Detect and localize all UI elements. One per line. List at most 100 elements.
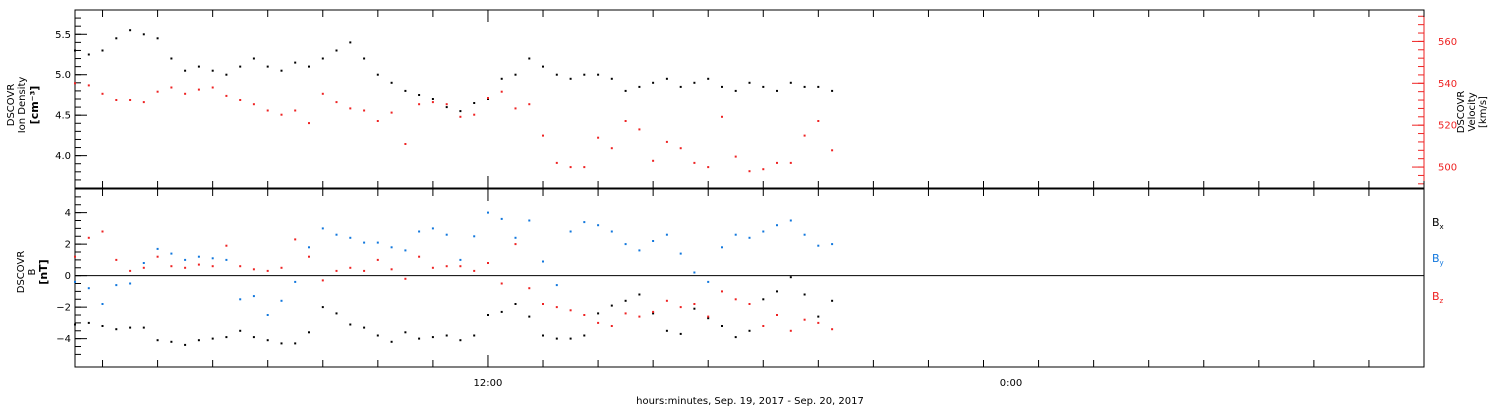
bz-point xyxy=(87,236,90,239)
by-point xyxy=(376,241,379,244)
bx-point xyxy=(555,337,558,340)
bz-point xyxy=(197,263,200,266)
by-point xyxy=(294,280,297,283)
bz-point xyxy=(184,266,187,269)
bottom-ylabel-line1: DSCOVR xyxy=(16,251,27,294)
by-point xyxy=(101,303,104,305)
bottom-panel-marks xyxy=(74,211,834,346)
bz-point xyxy=(542,303,544,305)
by-point xyxy=(762,230,765,233)
ion-density-point xyxy=(252,57,255,60)
ion-density-point xyxy=(721,85,723,88)
bz-point xyxy=(748,303,751,305)
by-point xyxy=(445,233,448,236)
ion-density-point xyxy=(693,81,696,84)
velocity-point xyxy=(734,155,737,158)
velocity-point xyxy=(652,159,655,162)
bz-point xyxy=(390,268,393,271)
velocity-point xyxy=(184,92,187,95)
bz-point xyxy=(514,243,517,246)
bx-point xyxy=(156,339,159,342)
by-point xyxy=(211,257,214,260)
velocity-point xyxy=(266,109,269,112)
ion-density-point xyxy=(363,57,366,60)
by-point xyxy=(789,219,792,222)
by-point xyxy=(170,252,173,255)
bottom-ylabel-line2: B xyxy=(27,268,38,275)
by-point xyxy=(156,247,159,250)
ion-density-point xyxy=(624,89,627,92)
bz-point xyxy=(500,282,503,285)
velocity-point xyxy=(74,82,76,85)
bx-point xyxy=(789,276,792,279)
ion-density-point xyxy=(583,73,586,76)
bx-point xyxy=(734,336,737,339)
bottom-tick-label: 0 xyxy=(65,271,71,282)
bottom-tick-label: −4 xyxy=(56,334,71,345)
ion-density-point xyxy=(569,77,572,80)
bx-point xyxy=(776,290,778,293)
bx-point xyxy=(363,326,366,329)
bz-point xyxy=(129,269,132,272)
bx-point xyxy=(473,334,476,337)
by-point xyxy=(748,236,751,239)
bx-point xyxy=(239,329,242,332)
bottom-panel-frame xyxy=(74,188,1425,368)
bz-point xyxy=(721,290,723,293)
bx-point xyxy=(87,321,90,324)
by-point xyxy=(721,246,723,249)
bz-point xyxy=(473,269,476,272)
ion-density-point xyxy=(652,81,655,84)
bottom-panel-ticks: −4 −2 0 2 4 xyxy=(56,196,87,355)
velocity-point xyxy=(170,86,173,89)
legend-bx: Bx xyxy=(1432,216,1444,231)
top-right-ylabel-line1: DSCOVR xyxy=(1456,91,1467,134)
bz-point xyxy=(652,310,655,313)
bz-point xyxy=(211,265,214,268)
by-point xyxy=(555,284,558,287)
ion-density-point xyxy=(184,69,187,72)
bx-point xyxy=(308,331,310,334)
ion-density-point xyxy=(142,33,145,36)
legend-bx-sub: x xyxy=(1440,223,1444,231)
velocity-point xyxy=(156,90,159,93)
bx-point xyxy=(74,323,76,326)
velocity-point xyxy=(831,149,834,152)
velocity-point xyxy=(624,120,627,122)
ion-density-point xyxy=(390,81,393,84)
bz-point xyxy=(555,306,558,309)
by-point xyxy=(280,299,283,302)
ion-density-point xyxy=(473,102,476,104)
velocity-point xyxy=(473,113,476,116)
bx-point xyxy=(321,306,324,309)
velocity-point xyxy=(294,109,297,112)
by-point xyxy=(487,211,489,214)
by-point xyxy=(803,233,806,236)
bx-point xyxy=(294,342,297,345)
bz-point xyxy=(734,298,737,301)
x-tick-label: 12:00 xyxy=(474,378,503,389)
bz-point xyxy=(349,266,352,269)
velocity-point xyxy=(418,103,421,106)
top-panel-frame xyxy=(74,9,1425,189)
by-point xyxy=(321,227,324,230)
bx-point xyxy=(487,314,489,316)
top-left-tick-label: 5.0 xyxy=(55,70,71,81)
legend-by-sub: y xyxy=(1440,259,1444,267)
top-right-tick-label: 500 xyxy=(1438,163,1457,174)
by-point xyxy=(707,280,710,283)
ion-density-point xyxy=(597,73,600,76)
legend-bz-sub: z xyxy=(1440,297,1444,305)
bz-point xyxy=(583,314,586,316)
bx-point xyxy=(404,331,407,334)
bottom-tick-label: 2 xyxy=(65,240,71,251)
by-point xyxy=(652,240,655,242)
by-point xyxy=(225,258,228,261)
bz-point xyxy=(101,230,104,233)
bz-point xyxy=(115,258,118,261)
bz-point xyxy=(225,244,228,247)
velocity-point xyxy=(404,143,407,145)
bz-point xyxy=(776,314,778,316)
ion-density-point xyxy=(748,81,751,84)
velocity-point xyxy=(569,166,572,169)
